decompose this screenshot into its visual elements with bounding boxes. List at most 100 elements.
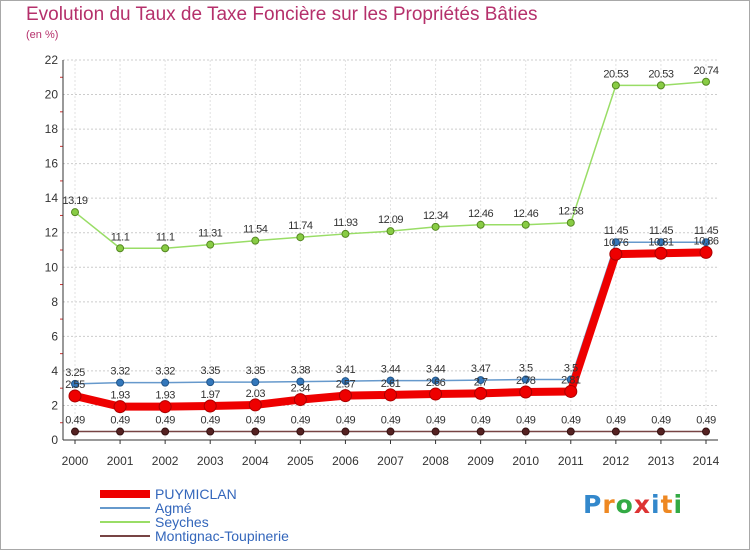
data-label: 20.53 bbox=[603, 68, 628, 80]
data-label: 20.53 bbox=[648, 68, 673, 80]
data-label: 3.5 bbox=[564, 363, 578, 375]
chart-data-labels: 2.55 1.93 1.93 1.97 2.03 2.34 2.57 2.61 2.66 2.7 2… bbox=[62, 65, 719, 427]
data-point bbox=[656, 81, 665, 90]
x-tick-label: 2013 bbox=[648, 454, 675, 468]
data-point bbox=[251, 427, 260, 436]
y-tick-label: 4 bbox=[51, 364, 58, 378]
logo-letter: i bbox=[673, 490, 684, 519]
data-label: 11.1 bbox=[156, 231, 175, 243]
x-tick-label: 2000 bbox=[62, 454, 89, 468]
logo-letter: t bbox=[660, 490, 674, 519]
data-label: 0.49 bbox=[471, 415, 491, 427]
data-label: 0.49 bbox=[65, 415, 85, 427]
legend-label: Seyches bbox=[155, 514, 209, 530]
data-point bbox=[116, 427, 125, 436]
data-label: 1.93 bbox=[110, 390, 130, 402]
data-label: 0.49 bbox=[246, 415, 266, 427]
data-label: 10.81 bbox=[648, 236, 673, 248]
data-point bbox=[341, 377, 350, 386]
x-tick-label: 2014 bbox=[693, 454, 720, 468]
chart-title: Evolution du Taux de Taxe Foncière sur l… bbox=[26, 4, 538, 25]
data-point bbox=[338, 389, 352, 403]
data-label: 2.57 bbox=[336, 379, 356, 391]
y-tick-label: 20 bbox=[45, 88, 59, 102]
data-point bbox=[429, 387, 443, 401]
data-label: 0.49 bbox=[155, 415, 175, 427]
logo-letter: i bbox=[651, 490, 661, 519]
data-point bbox=[161, 378, 170, 387]
logo-letter: r bbox=[602, 490, 616, 519]
logo-letter: P bbox=[583, 490, 603, 519]
x-tick-label: 2005 bbox=[287, 454, 314, 468]
data-label: 3.32 bbox=[110, 366, 130, 378]
data-label: 10.86 bbox=[693, 235, 718, 247]
data-label: 12.09 bbox=[378, 214, 403, 226]
data-label: 2.7 bbox=[474, 376, 488, 388]
data-label: 3.44 bbox=[426, 364, 446, 376]
data-point bbox=[68, 389, 82, 403]
data-label: 12.46 bbox=[468, 208, 493, 220]
data-label: 3.5 bbox=[519, 363, 533, 375]
data-point bbox=[116, 378, 125, 387]
data-point bbox=[341, 427, 350, 436]
data-point bbox=[206, 427, 215, 436]
data-label: 1.93 bbox=[155, 390, 175, 402]
data-point bbox=[431, 376, 440, 385]
data-point bbox=[386, 376, 395, 385]
x-tick-label: 2006 bbox=[332, 454, 359, 468]
y-tick-label: 8 bbox=[51, 295, 58, 309]
x-tick-label: 2001 bbox=[107, 454, 134, 468]
y-tick-label: 22 bbox=[45, 53, 59, 67]
data-label: 0.49 bbox=[381, 415, 401, 427]
data-label: 11.31 bbox=[198, 228, 223, 240]
data-label: 11.45 bbox=[604, 225, 629, 237]
data-point bbox=[611, 81, 620, 90]
data-point bbox=[248, 398, 262, 412]
data-point bbox=[654, 246, 668, 260]
data-label: 1.97 bbox=[201, 389, 221, 401]
chart-axes: 0 2 4 6 8 10 12 14 16 18 20 22 2000 2001 2002 2003 2004 2… bbox=[45, 53, 720, 468]
data-point bbox=[384, 388, 397, 402]
data-point bbox=[71, 427, 79, 436]
data-label: 2.61 bbox=[381, 378, 401, 390]
data-label: 3.38 bbox=[291, 365, 311, 377]
legend-label: PUYMICLAN bbox=[155, 486, 237, 502]
data-label: 2.55 bbox=[65, 379, 85, 391]
data-label: 3.35 bbox=[201, 365, 221, 377]
data-point bbox=[609, 247, 623, 261]
data-label: 2.78 bbox=[516, 375, 536, 387]
data-point bbox=[474, 386, 488, 400]
data-point bbox=[206, 240, 215, 249]
data-point bbox=[203, 399, 217, 413]
data-point bbox=[476, 427, 485, 436]
data-point bbox=[206, 378, 215, 387]
data-label: 11.1 bbox=[111, 231, 130, 243]
data-label: 2.81 bbox=[561, 374, 581, 386]
y-tick-label: 10 bbox=[45, 260, 59, 274]
x-tick-label: 2010 bbox=[512, 454, 539, 468]
data-point bbox=[431, 222, 440, 231]
data-point bbox=[476, 220, 485, 229]
data-point bbox=[161, 427, 170, 436]
x-tick-label: 2008 bbox=[422, 454, 449, 468]
data-point bbox=[702, 77, 710, 86]
data-point bbox=[521, 220, 530, 229]
data-point bbox=[611, 427, 620, 436]
data-label: 10.76 bbox=[603, 237, 628, 249]
data-label: 2.03 bbox=[246, 388, 266, 400]
data-label: 11.93 bbox=[333, 217, 358, 229]
data-label: 0.49 bbox=[426, 415, 446, 427]
x-tick-label: 2003 bbox=[197, 454, 224, 468]
logo-letter: x bbox=[633, 490, 651, 519]
data-label: 3.35 bbox=[246, 365, 266, 377]
data-label: 11.45 bbox=[694, 225, 719, 237]
data-point bbox=[566, 427, 575, 436]
data-label: 11.74 bbox=[288, 220, 313, 232]
data-label: 0.49 bbox=[291, 415, 311, 427]
data-label: 12.34 bbox=[423, 210, 448, 222]
data-point bbox=[293, 393, 307, 407]
y-tick-label: 14 bbox=[45, 191, 59, 205]
x-tick-label: 2009 bbox=[467, 454, 494, 468]
data-point bbox=[431, 427, 440, 436]
